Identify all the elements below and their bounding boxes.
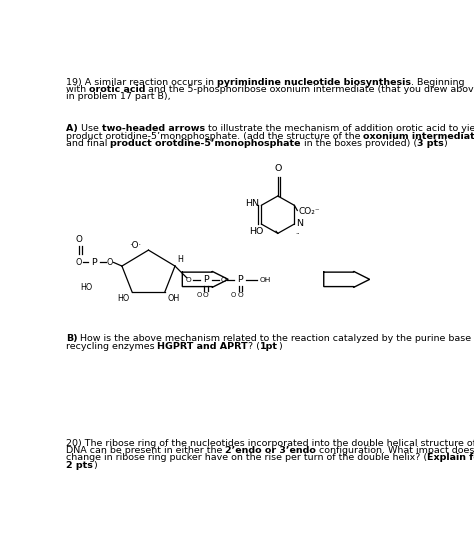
- Text: H: H: [177, 255, 183, 265]
- Text: N: N: [296, 219, 303, 228]
- Text: ): ): [278, 341, 282, 351]
- Text: configuration. What impact does this: configuration. What impact does this: [316, 446, 474, 455]
- Text: HO: HO: [118, 294, 130, 302]
- Text: to illustrate the mechanism of addition orotic acid to yield: to illustrate the mechanism of addition …: [205, 124, 474, 133]
- Text: . Beginning: . Beginning: [411, 78, 465, 87]
- Text: O: O: [75, 258, 82, 267]
- Text: O: O: [75, 235, 82, 244]
- Text: ·O·: ·O·: [129, 241, 141, 250]
- Text: 2 pts: 2 pts: [66, 461, 93, 470]
- Text: O: O: [107, 258, 113, 267]
- Text: 3 pts: 3 pts: [417, 139, 444, 148]
- Text: B): B): [66, 334, 77, 343]
- Text: HGPRT and APRT: HGPRT and APRT: [157, 341, 248, 351]
- Text: 2’endo or 3’endo: 2’endo or 3’endo: [225, 446, 316, 455]
- Text: ? (: ? (: [248, 341, 260, 351]
- Text: CO₂⁻: CO₂⁻: [298, 207, 319, 216]
- Text: O: O: [274, 164, 282, 173]
- Text: O: O: [186, 277, 192, 283]
- Text: product orotdine-5’monophosphate: product orotdine-5’monophosphate: [110, 139, 301, 148]
- Text: OH: OH: [259, 277, 271, 283]
- Text: with: with: [66, 85, 89, 94]
- Text: ..: ..: [295, 228, 300, 234]
- Text: O: O: [203, 292, 209, 298]
- Text: P: P: [237, 276, 243, 284]
- Text: in problem 17 part B),: in problem 17 part B),: [66, 92, 171, 102]
- Text: How is the above mechanism related to the reaction catalyzed by the purine base: How is the above mechanism related to th…: [77, 334, 472, 343]
- Text: DNA can be present in either the: DNA can be present in either the: [66, 446, 225, 455]
- Text: O: O: [197, 292, 202, 298]
- Text: in the boxes provided) (: in the boxes provided) (: [301, 139, 417, 148]
- Text: ): ): [444, 139, 447, 148]
- Text: pyrimindine nucleotide biosynthesis: pyrimindine nucleotide biosynthesis: [217, 78, 411, 87]
- Text: O: O: [237, 292, 243, 298]
- Text: 20) The ribose ring of the nucleotides incorporated into the double helical stru: 20) The ribose ring of the nucleotides i…: [66, 439, 474, 448]
- Text: recycling enzymes: recycling enzymes: [66, 341, 157, 351]
- Text: orotic acid: orotic acid: [89, 85, 146, 94]
- Text: OH: OH: [167, 294, 180, 302]
- Text: HO: HO: [249, 227, 263, 236]
- Text: HN: HN: [246, 199, 259, 208]
- Text: change in ribose ring pucker have on the rise per turn of the double helix? (: change in ribose ring pucker have on the…: [66, 453, 427, 462]
- Text: Explain for: Explain for: [427, 453, 474, 462]
- Text: 1pt: 1pt: [260, 341, 278, 351]
- Text: and final: and final: [66, 139, 110, 148]
- Text: 19) A similar reaction occurs in: 19) A similar reaction occurs in: [66, 78, 217, 87]
- Text: O: O: [231, 292, 236, 298]
- Text: and the 5-phosphoribose oxonium intermediate (that you drew above: and the 5-phosphoribose oxonium intermed…: [146, 85, 474, 94]
- Text: Use: Use: [81, 124, 102, 133]
- Text: P: P: [203, 276, 209, 284]
- Text: HO: HO: [80, 283, 92, 292]
- Text: two-headed arrows: two-headed arrows: [102, 124, 205, 133]
- Text: product orotidine-5’monophosphate. (add the structure of the: product orotidine-5’monophosphate. (add …: [66, 132, 364, 141]
- Text: ): ): [93, 461, 97, 470]
- Text: P: P: [91, 258, 97, 267]
- Text: A): A): [66, 124, 81, 133]
- Text: O: O: [220, 277, 226, 283]
- Text: oxonium intermediate: oxonium intermediate: [364, 132, 474, 141]
